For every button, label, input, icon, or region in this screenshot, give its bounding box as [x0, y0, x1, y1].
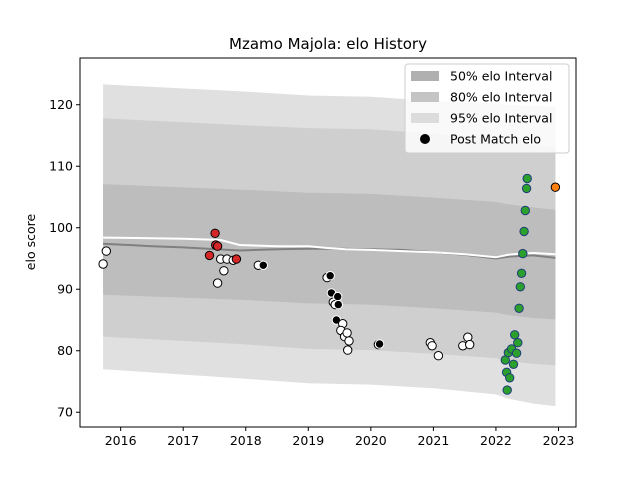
- match-point-2: [204, 250, 215, 261]
- legend-label: 95% elo Interval: [450, 111, 552, 126]
- match-point-0: [98, 259, 108, 269]
- match-point-42: [508, 359, 519, 369]
- legend-swatch: [411, 71, 439, 81]
- match-point-8: [219, 266, 229, 276]
- y-tick-label: 120: [49, 97, 73, 112]
- match-point-20: [333, 299, 343, 310]
- x-tick-label: 2016: [105, 433, 137, 448]
- match-point-5: [212, 241, 223, 251]
- post-match-points: [98, 173, 561, 395]
- match-point-38: [502, 385, 512, 395]
- y-tick-label: 80: [57, 343, 73, 358]
- match-point-44: [511, 348, 522, 358]
- legend-label: 80% elo Interval: [450, 90, 552, 105]
- interval-bands: [103, 84, 556, 407]
- match-point-19: [333, 291, 343, 302]
- match-point-54: [550, 182, 561, 192]
- match-point-25: [342, 328, 352, 338]
- y-tick-label: 70: [57, 405, 73, 420]
- x-tick-label: 2023: [543, 433, 575, 448]
- x-tick-label: 2019: [292, 433, 324, 448]
- match-point-47: [515, 282, 525, 292]
- x-tick-label: 2021: [417, 433, 449, 448]
- x-tick-label: 2017: [167, 433, 199, 448]
- match-point-45: [513, 338, 523, 348]
- y-tick-label: 100: [49, 220, 73, 235]
- match-point-46: [514, 303, 524, 313]
- legend-frame: [404, 63, 570, 154]
- match-point-40: [505, 373, 515, 383]
- x-tick-label: 2022: [480, 433, 512, 448]
- match-point-27: [343, 345, 353, 355]
- match-point-51: [520, 205, 530, 216]
- x-tick-label: 2020: [355, 433, 387, 448]
- match-point-32: [433, 351, 444, 361]
- x-axis: 2016 2017 2018 2019 2020 2021 2022 2023: [105, 427, 575, 448]
- legend-swatch: [411, 113, 439, 123]
- match-point-49: [518, 248, 528, 259]
- match-point-43: [510, 330, 520, 340]
- legend: 50% elo Interval 80% elo Interval 95% elo …: [404, 63, 570, 154]
- x-tick-label: 2018: [230, 433, 262, 448]
- match-point-11: [231, 254, 242, 264]
- match-point-35: [465, 339, 475, 350]
- elo-lines: [103, 236, 556, 260]
- line-posterior: [103, 236, 556, 259]
- plot-area: [79, 57, 577, 428]
- match-point-3: [210, 228, 220, 239]
- legend-label: 50% elo Interval: [450, 69, 552, 84]
- plot-frame: [79, 57, 577, 428]
- legend-label: Post Match elo: [450, 132, 541, 147]
- match-point-50: [519, 226, 529, 237]
- legend-swatch: [411, 92, 439, 102]
- y-axis: 70 80 90 100 110 120: [49, 97, 80, 420]
- match-point-48: [516, 268, 527, 278]
- y-tick-label: 110: [49, 159, 73, 174]
- match-point-1: [101, 246, 112, 256]
- match-point-31: [427, 341, 437, 351]
- match-point-6: [212, 278, 223, 288]
- match-point-52: [521, 183, 532, 194]
- match-point-15: [325, 271, 335, 281]
- match-point-26: [344, 336, 354, 346]
- match-point-29: [374, 339, 385, 349]
- match-point-53: [522, 173, 532, 184]
- y-axis-title: elo score: [23, 214, 38, 271]
- y-tick-label: 90: [57, 282, 73, 297]
- chart-title: Mzamo Majola: elo History: [229, 35, 427, 53]
- legend-marker: [420, 134, 430, 144]
- match-point-13: [258, 260, 268, 270]
